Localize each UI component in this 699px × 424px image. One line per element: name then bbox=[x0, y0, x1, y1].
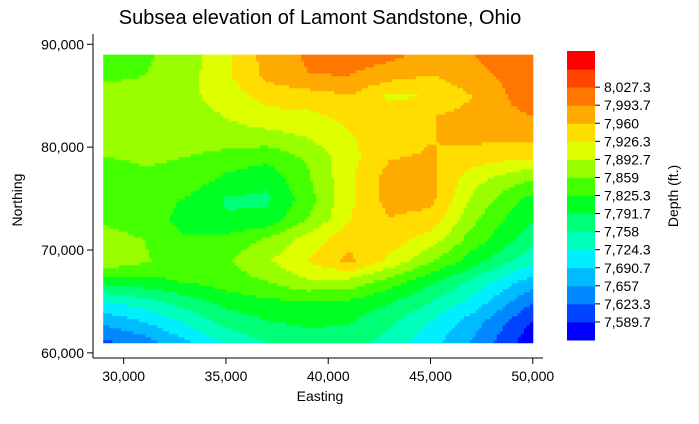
colorbar-segment bbox=[567, 231, 595, 251]
colorbar-segment bbox=[567, 69, 595, 88]
x-axis-label: Easting bbox=[297, 388, 344, 404]
colorbar-segment bbox=[567, 195, 595, 215]
contour-band bbox=[103, 189, 534, 344]
colorbar-tick-label: 7,892.7 bbox=[604, 151, 651, 167]
contour-fill-layer bbox=[103, 54, 534, 344]
colorbar-tick-label: 7,960 bbox=[604, 115, 639, 131]
colorbar-tick-label: 7,993.7 bbox=[604, 97, 651, 113]
x-tick-label: 50,000 bbox=[511, 368, 554, 384]
y-axis-label: Northing bbox=[9, 174, 25, 227]
x-tick-label: 35,000 bbox=[205, 368, 248, 384]
colorbar-tick-label: 7,825.3 bbox=[604, 188, 651, 204]
colorbar-segment bbox=[567, 51, 595, 70]
colorbar-segment bbox=[567, 177, 595, 196]
colorbar-tick-label: 7,926.3 bbox=[604, 133, 651, 149]
y-tick-label: 60,000 bbox=[41, 345, 84, 361]
x-tick-label: 40,000 bbox=[307, 368, 350, 384]
colorbar-label: Depth (ft.) bbox=[665, 165, 681, 227]
contour-band bbox=[103, 54, 534, 302]
colorbar-tick-label: 7,657 bbox=[604, 278, 639, 294]
colorbar-segment bbox=[567, 141, 595, 160]
colorbar-segment bbox=[567, 123, 595, 142]
colorbar-segment bbox=[567, 105, 595, 124]
colorbar-tick-label: 7,859 bbox=[604, 169, 639, 185]
chart-title: Subsea elevation of Lamont Sandstone, Oh… bbox=[119, 7, 522, 29]
colorbar-tick-label: 7,758 bbox=[604, 224, 639, 240]
colorbar-segment bbox=[567, 159, 595, 178]
y-tick-label: 80,000 bbox=[41, 139, 84, 155]
contour-band bbox=[103, 273, 534, 344]
contour-band bbox=[103, 162, 534, 329]
y-tick-label: 90,000 bbox=[41, 36, 84, 52]
contour-band bbox=[103, 54, 534, 293]
contour-band bbox=[103, 288, 534, 344]
colorbar-segment bbox=[567, 87, 595, 106]
x-tick-label: 30,000 bbox=[102, 368, 145, 384]
colorbar-tick-label: 7,589.7 bbox=[604, 314, 651, 330]
contour-band bbox=[199, 54, 534, 281]
contour-band bbox=[256, 54, 534, 263]
colorbar-segment bbox=[567, 213, 595, 233]
colorbar-tick-label: 7,724.3 bbox=[604, 242, 651, 258]
contour-band bbox=[301, 54, 534, 116]
colorbar-segment bbox=[567, 321, 595, 341]
colorbar-segment bbox=[567, 285, 595, 305]
colorbar-segment bbox=[567, 303, 595, 323]
axes: 30,000 35,000 40,000 45,000 50,000 60,000 70,0… bbox=[41, 34, 554, 384]
x-tick-label: 45,000 bbox=[409, 368, 452, 384]
colorbar-tick-label: 8,027.3 bbox=[604, 79, 651, 95]
colorbar-tick-label: 7,623.3 bbox=[604, 296, 651, 312]
colorbar-tick-label: 7,690.7 bbox=[604, 260, 651, 276]
colorbar: 7,589.7 7,623.3 7,657 7,690.7 7,724.3 7,758 7,… bbox=[567, 51, 651, 341]
colorbar-segment bbox=[567, 267, 595, 287]
colorbar-tick-label: 7,791.7 bbox=[604, 206, 651, 222]
y-tick-label: 70,000 bbox=[41, 242, 84, 258]
colorbar-segment bbox=[567, 249, 595, 269]
